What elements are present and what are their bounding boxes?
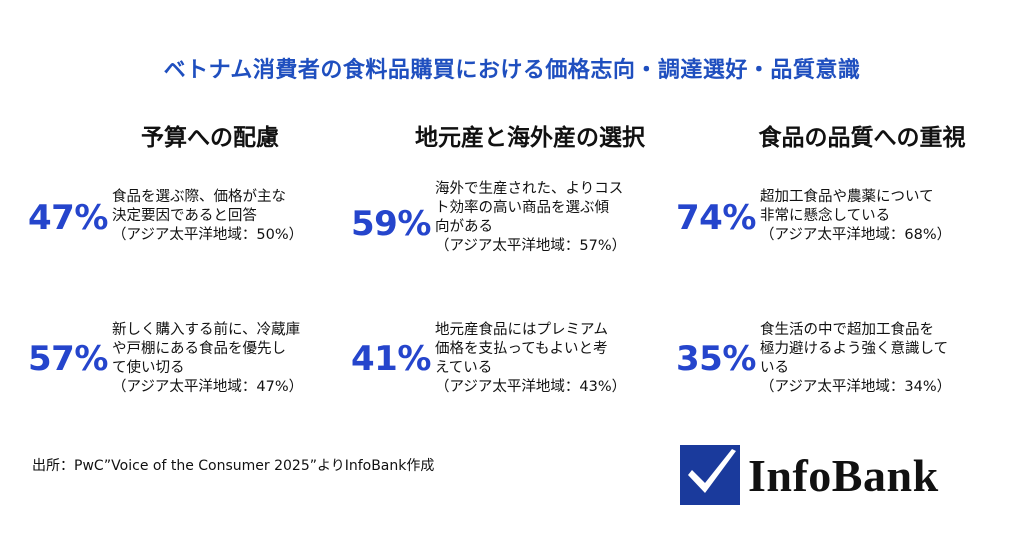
stat-line: 海外で生産された、よりコス bbox=[435, 181, 624, 197]
stat-description: 食生活の中で超加工食品を 極力避けるよう強く意識して いる （アジア太平洋地域：… bbox=[760, 321, 1000, 397]
stat-line: や戸棚にある食品を優先し bbox=[112, 341, 286, 357]
stat-description: 海外で生産された、よりコス ト効率の高い商品を選ぶ傾 向がある （アジア太平洋地… bbox=[435, 180, 675, 256]
column-heading-budget: 予算への配慮 bbox=[141, 125, 279, 151]
source-note: 出所：PwC”Voice of the Consumer 2025”よりInfo… bbox=[32, 458, 435, 474]
stat-description: 新しく購入する前に、冷蔵庫 や戸棚にある食品を優先し て使い切る （アジア太平洋… bbox=[112, 321, 352, 397]
stat-block: 59% 海外で生産された、よりコス ト効率の高い商品を選ぶ傾 向がある （アジア… bbox=[351, 180, 671, 280]
column-heading-origin: 地元産と海外産の選択 bbox=[415, 125, 645, 151]
logo-wordmark: InfoBank bbox=[748, 450, 939, 501]
stat-line: （アジア太平洋地域：43%） bbox=[435, 379, 627, 395]
stat-line: て使い切る bbox=[112, 360, 185, 376]
stat-line: （アジア太平洋地域：57%） bbox=[435, 238, 627, 254]
stat-percent: 47% bbox=[28, 198, 108, 238]
stat-line: 極力避けるよう強く意識して bbox=[760, 341, 949, 357]
stat-line: 向がある bbox=[435, 219, 493, 235]
stat-block: 41% 地元産食品にはプレミアム 価格を支払ってもよいと考 えている （アジア太… bbox=[351, 321, 671, 421]
stat-line: えている bbox=[435, 360, 493, 376]
stat-line: 決定要因であると回答 bbox=[112, 208, 257, 224]
page-title: ベトナム消費者の食料品購買における価格志向・調達選好・品質意識 bbox=[163, 58, 861, 83]
column-heading-quality: 食品の品質への重視 bbox=[758, 125, 966, 151]
stat-line: 価格を支払ってもよいと考 bbox=[435, 341, 608, 357]
stat-line: 非常に懸念している bbox=[760, 208, 891, 224]
stat-block: 47% 食品を選ぶ際、価格が主な 決定要因であると回答 （アジア太平洋地域：50… bbox=[28, 188, 348, 288]
stat-line: （アジア太平洋地域：50%） bbox=[112, 227, 304, 243]
stat-line: （アジア太平洋地域：47%） bbox=[112, 379, 304, 395]
stat-line: （アジア太平洋地域：34%） bbox=[760, 379, 952, 395]
checkmark-icon bbox=[680, 445, 740, 505]
stat-line: ト効率の高い商品を選ぶ傾 bbox=[435, 200, 609, 216]
stat-line: （アジア太平洋地域：68%） bbox=[760, 227, 952, 243]
stat-percent: 74% bbox=[676, 198, 756, 238]
stat-percent: 59% bbox=[351, 204, 431, 244]
infobank-logo: InfoBank bbox=[680, 445, 980, 505]
stat-line: 地元産食品にはプレミアム bbox=[435, 322, 608, 338]
stat-line: いる bbox=[760, 360, 789, 376]
stat-block: 57% 新しく購入する前に、冷蔵庫 や戸棚にある食品を優先し て使い切る （アジ… bbox=[28, 321, 348, 421]
stat-description: 超加工食品や農薬について 非常に懸念している （アジア太平洋地域：68%） bbox=[760, 188, 1000, 245]
stat-line: 食品を選ぶ際、価格が主な bbox=[112, 189, 286, 205]
stat-description: 食品を選ぶ際、価格が主な 決定要因であると回答 （アジア太平洋地域：50%） bbox=[112, 188, 352, 245]
stat-percent: 35% bbox=[676, 339, 756, 379]
stat-block: 35% 食生活の中で超加工食品を 極力避けるよう強く意識して いる （アジア太平… bbox=[676, 321, 996, 421]
stat-percent: 57% bbox=[28, 339, 108, 379]
stat-description: 地元産食品にはプレミアム 価格を支払ってもよいと考 えている （アジア太平洋地域… bbox=[435, 321, 675, 397]
stat-line: 食生活の中で超加工食品を bbox=[760, 322, 934, 338]
stat-block: 74% 超加工食品や農薬について 非常に懸念している （アジア太平洋地域：68%… bbox=[676, 188, 996, 288]
stat-percent: 41% bbox=[351, 339, 431, 379]
stat-line: 新しく購入する前に、冷蔵庫 bbox=[112, 322, 301, 338]
logo-mark bbox=[680, 445, 740, 505]
stat-line: 超加工食品や農薬について bbox=[760, 189, 934, 205]
